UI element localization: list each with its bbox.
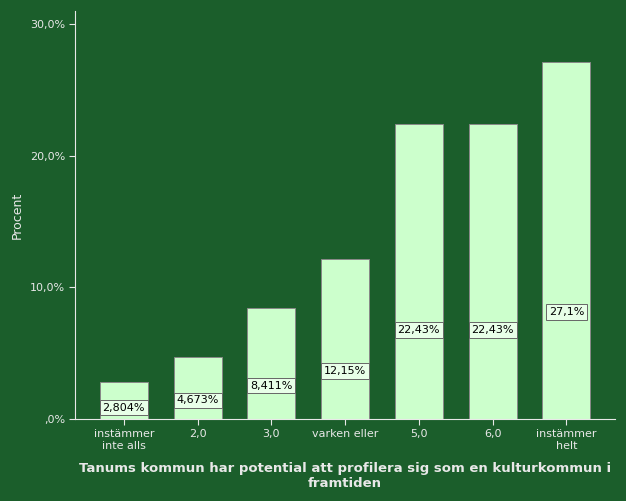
Text: 27,1%: 27,1% bbox=[549, 307, 584, 317]
Bar bbox=[469, 124, 516, 419]
Bar bbox=[321, 259, 369, 419]
X-axis label: Tanums kommun har potential att profilera sig som en kulturkommun i
framtiden: Tanums kommun har potential att profiler… bbox=[79, 462, 611, 490]
Text: 12,15%: 12,15% bbox=[324, 366, 366, 376]
Text: 22,43%: 22,43% bbox=[471, 325, 514, 335]
Text: 4,673%: 4,673% bbox=[177, 395, 218, 405]
Bar bbox=[173, 357, 222, 419]
Bar bbox=[542, 63, 590, 419]
Y-axis label: Procent: Procent bbox=[11, 191, 24, 238]
Text: 8,411%: 8,411% bbox=[250, 381, 292, 391]
Bar bbox=[395, 124, 443, 419]
Text: 22,43%: 22,43% bbox=[398, 325, 440, 335]
Text: 2,804%: 2,804% bbox=[103, 403, 145, 413]
Bar bbox=[247, 308, 295, 419]
Bar bbox=[100, 382, 148, 419]
